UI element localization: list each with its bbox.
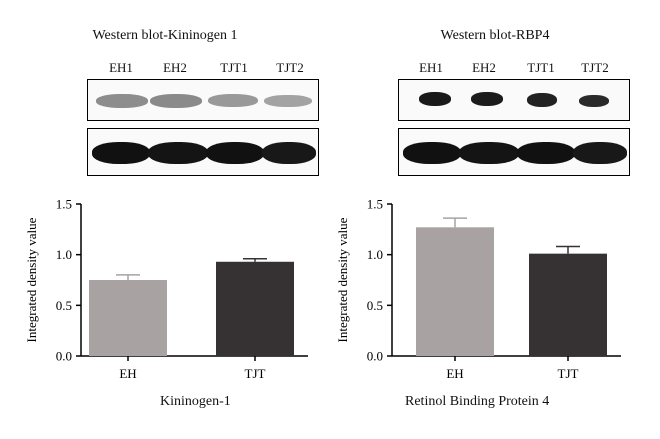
- protein-label-rbp4: Retinol Binding Protein 4: [405, 394, 550, 409]
- x-tick-label: TJT: [558, 366, 579, 381]
- y-tick-label: 0.0: [56, 349, 72, 364]
- lane-label: TJT1: [527, 60, 555, 75]
- blot-band: [150, 94, 202, 108]
- blot-band: [471, 92, 503, 106]
- rbp4-bar-chart: 0.0 0.5 1.0 1.5 Integrated density value EH TJ…: [335, 197, 621, 381]
- lane-label: EH2: [163, 60, 187, 75]
- y-tick-label: 1.0: [56, 247, 72, 262]
- lane-label: EH2: [472, 60, 496, 75]
- bar-tjt: [529, 253, 607, 356]
- blot-band: [419, 92, 451, 106]
- y-tick-label: 1.0: [367, 247, 383, 262]
- kininogen-loading-blot: [87, 128, 319, 176]
- blot-band: [206, 142, 264, 164]
- y-tick-label: 0.5: [56, 298, 72, 313]
- blot-band: [579, 95, 609, 107]
- blot-band: [96, 94, 148, 108]
- kininogen-blot: [87, 79, 319, 121]
- lane-label: TJT1: [220, 60, 248, 75]
- rbp4-panel: Western blot-RBP4 EH1 EH2 TJT1 TJT2 0.0 0…: [330, 0, 660, 439]
- y-tick-label: 1.5: [56, 197, 72, 212]
- blot-band: [403, 142, 461, 164]
- blot-band: [148, 142, 208, 164]
- y-tick-label: 0.0: [367, 349, 383, 364]
- blot-band: [459, 142, 519, 164]
- blot-title-rbp4: Western blot-RBP4: [440, 28, 550, 43]
- lane-label: EH1: [109, 60, 133, 75]
- lane-labels-kininogen: EH1 EH2 TJT1 TJT2: [0, 60, 330, 78]
- y-axis-label: Integrated density value: [335, 217, 350, 342]
- lane-label: TJT2: [581, 60, 609, 75]
- y-tick-label: 0.5: [367, 298, 383, 313]
- rbp4-loading-blot: [398, 128, 630, 176]
- blot-band: [573, 142, 627, 164]
- rbp4-blot: [398, 79, 630, 121]
- kininogen-bar-chart: 0.0 0.5 1.0 1.5 Integrated density value EH TJ…: [24, 197, 308, 381]
- blot-band: [208, 94, 258, 107]
- x-tick-label: TJT: [245, 366, 266, 381]
- y-axis-label: Integrated density value: [24, 217, 39, 342]
- bar-eh: [416, 227, 494, 356]
- lane-label: EH1: [419, 60, 443, 75]
- y-tick-label: 1.5: [367, 197, 383, 212]
- bar-eh: [89, 280, 167, 356]
- blot-band: [517, 142, 575, 164]
- blot-band: [264, 95, 312, 107]
- blot-title-kininogen: Western blot-Kininogen 1: [92, 28, 238, 43]
- blot-band: [92, 142, 150, 164]
- kininogen-panel: Western blot-Kininogen 1 EH1 EH2 TJT1 TJ…: [0, 28, 330, 409]
- x-tick-label: EH: [446, 366, 463, 381]
- blot-band: [262, 142, 316, 164]
- bar-tjt: [216, 261, 294, 356]
- x-tick-label: EH: [119, 366, 136, 381]
- protein-label-kininogen: Kininogen-1: [160, 394, 231, 409]
- blot-band: [527, 93, 557, 107]
- lane-label: TJT2: [276, 60, 304, 75]
- lane-labels-rbp4: EH1 EH2 TJT1 TJT2: [330, 60, 660, 78]
